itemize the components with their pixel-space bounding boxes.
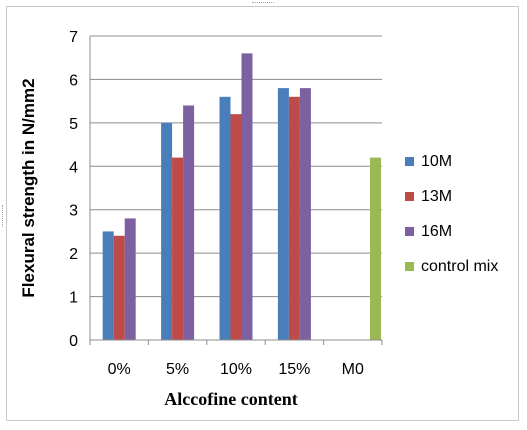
bar-10m-1	[161, 122, 173, 340]
bar-13m-2	[230, 114, 242, 341]
legend-swatch	[405, 157, 414, 166]
bar-10m-3	[277, 88, 289, 340]
axes: 0 1 2 3 4 5 6 7 0% 5% 10% 15% M0	[69, 29, 383, 378]
bar-13m-3	[288, 96, 300, 340]
legend-swatch	[405, 192, 414, 201]
y-tick-label: 1	[69, 290, 78, 307]
y-tick-label: 6	[69, 72, 78, 89]
legend-label: 16M	[421, 223, 452, 240]
bar-16m-0	[124, 218, 136, 340]
legend-label: 10M	[421, 153, 452, 170]
y-tick-label: 2	[69, 246, 78, 263]
legend-swatch	[405, 262, 414, 271]
bar-13m-1	[172, 157, 184, 340]
bar-10m-2	[219, 96, 231, 340]
y-tick-label: 3	[69, 203, 78, 220]
bar-control-mix-4	[370, 157, 381, 340]
y-tick-label: 7	[69, 29, 78, 46]
y-tick-label: 0	[69, 333, 78, 350]
legend-label: 13M	[421, 188, 452, 205]
legend-swatch	[405, 227, 414, 236]
legend-label: control mix	[421, 258, 498, 275]
legend: 10M 13M 16M control mix	[405, 153, 498, 275]
x-tick-label: 0%	[108, 361, 131, 378]
bar-16m-2	[241, 53, 253, 340]
resize-handle-left[interactable]	[2, 205, 6, 227]
chart-frame	[6, 6, 519, 421]
bar-13m-0	[113, 235, 125, 340]
bar-16m-3	[299, 88, 311, 340]
y-tick-label: 5	[69, 116, 78, 133]
x-tick-label: 10%	[220, 361, 252, 378]
resize-handle-top[interactable]	[252, 2, 274, 6]
bar-10m-0	[102, 231, 114, 340]
y-axis-label: Flexural strength in N/mm2	[19, 78, 38, 297]
x-tick-label: M0	[342, 361, 364, 378]
x-tick-label: 15%	[278, 361, 310, 378]
x-axis-label: Alccofine content	[164, 389, 297, 409]
bar-16m-1	[183, 105, 195, 340]
bars	[102, 53, 381, 341]
x-tick-label: 5%	[166, 361, 189, 378]
y-tick-label: 4	[69, 159, 78, 176]
